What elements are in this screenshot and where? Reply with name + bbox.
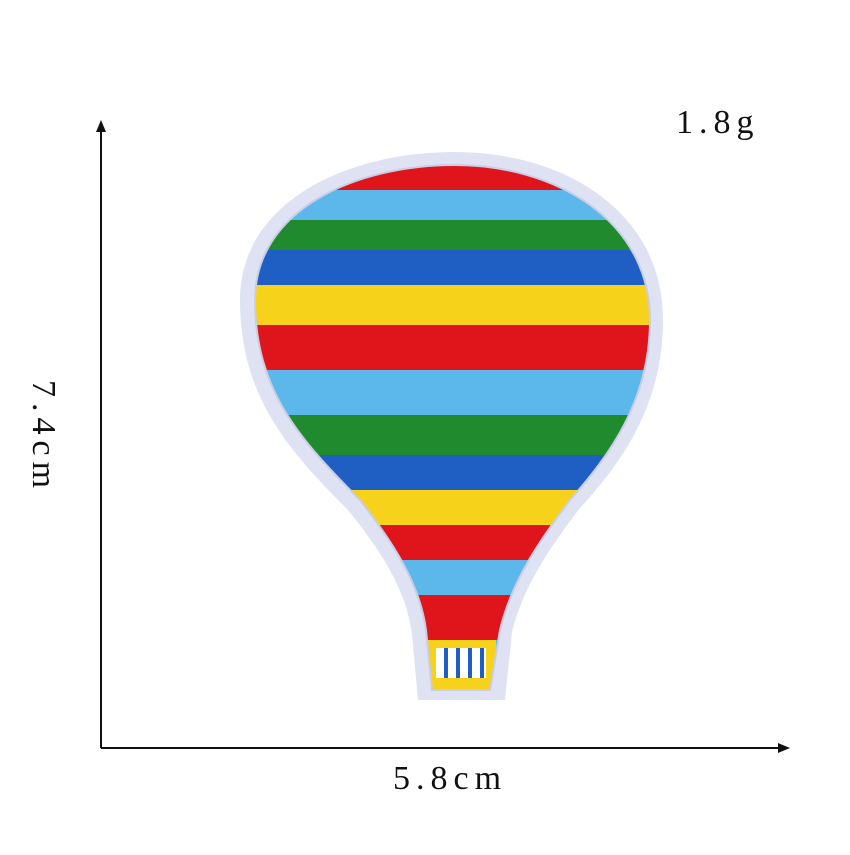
height-label: 7.4cm (25, 380, 62, 495)
weight-label: 1.8g (676, 104, 760, 141)
vertical-arrow-icon (96, 120, 106, 132)
balloon-patch (240, 152, 663, 700)
horizontal-arrow-icon (778, 743, 790, 753)
width-label: 5.8cm (393, 760, 508, 797)
